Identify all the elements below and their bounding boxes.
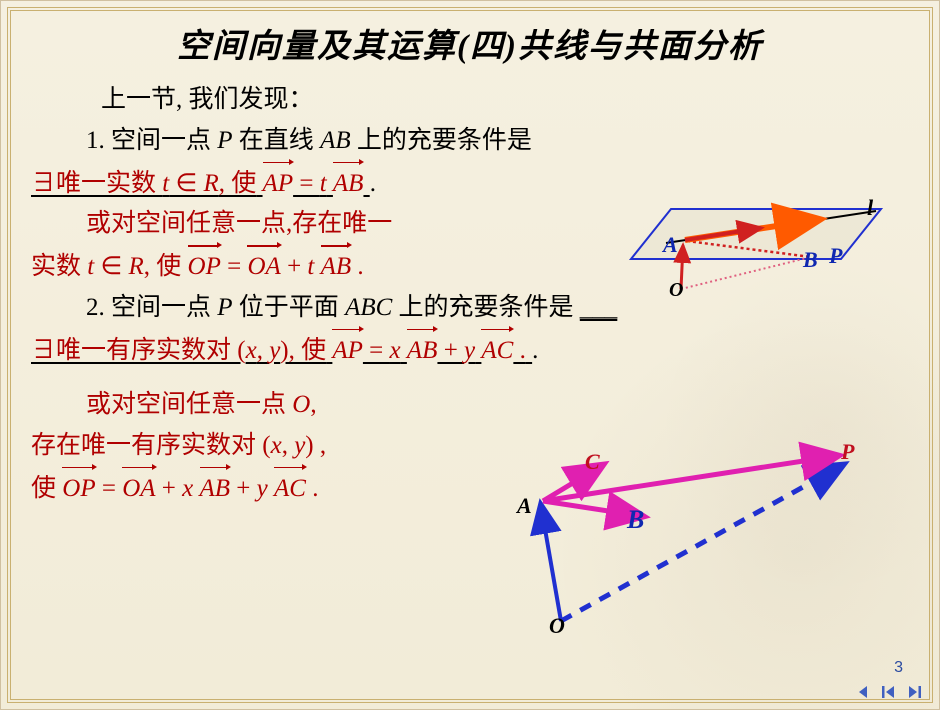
slide-title: 空间向量及其运算(四)共线与共面分析 (1, 19, 939, 67)
fig2-label-P: P (841, 439, 854, 465)
alt-2a: 或对空间任意一点 O, (31, 386, 909, 425)
fig2-label-C: C (585, 449, 600, 475)
fig1-label-P: P (829, 243, 842, 269)
nav-prev-button[interactable] (853, 683, 873, 701)
page-number: 3 (894, 659, 903, 677)
fig1-label-O: O (669, 279, 683, 302)
fig1-label-l: l (867, 195, 873, 221)
fig1-label-B: B (803, 247, 818, 273)
item-1: 1. 空间一点 P 在直线 AB 上的充要条件是 (31, 122, 909, 161)
fig1-label-A: A (663, 232, 678, 258)
nav-first-button[interactable] (879, 683, 899, 701)
fig2-label-O: O (549, 613, 565, 639)
figure-2: O A B C P (501, 441, 881, 641)
intro-line: 上一节, 我们发现： (31, 81, 909, 120)
fill-2: ∃唯一有序实数对 (x, y), 使 AP = x AB + y AC . . (31, 330, 909, 371)
nav-bar (853, 683, 925, 701)
figure-1: O A B P l (611, 197, 891, 297)
fig2-label-A: A (517, 493, 532, 519)
nav-next-button[interactable] (905, 683, 925, 701)
fig2-label-B: B (627, 505, 644, 535)
